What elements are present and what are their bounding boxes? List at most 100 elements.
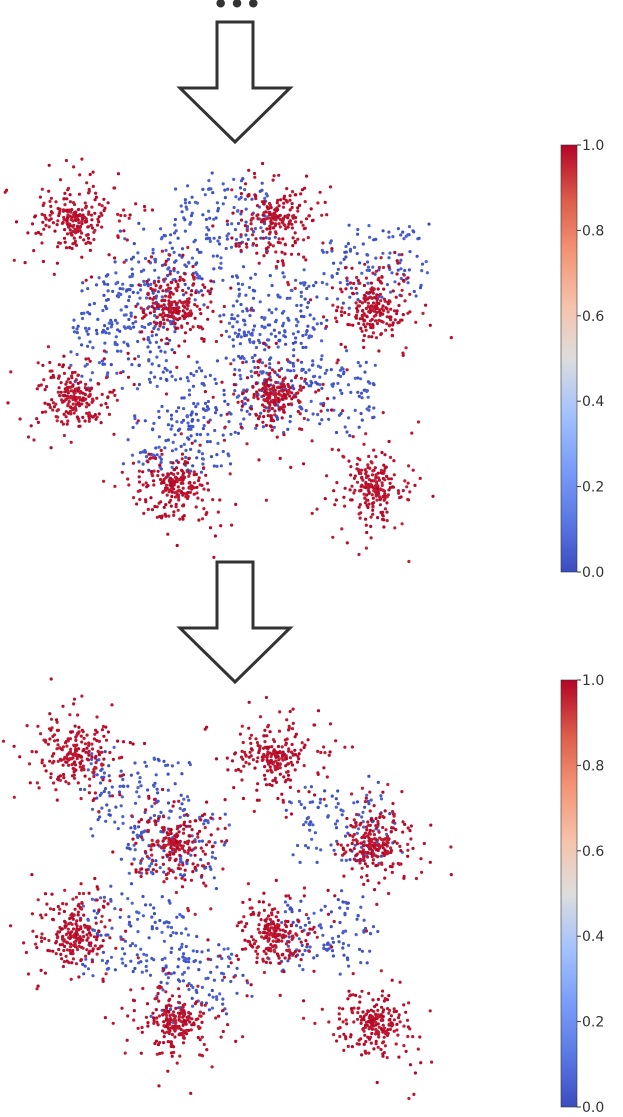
scatter-point-high — [371, 508, 375, 512]
scatter-point-low — [246, 237, 250, 241]
scatter-point-high — [365, 864, 369, 868]
scatter-point-low — [121, 287, 125, 291]
scatter-point-high — [371, 469, 375, 473]
scatter-point-high — [43, 388, 47, 392]
scatter-point-high — [62, 433, 66, 438]
scatter-point-high — [294, 193, 298, 197]
scatter-point-high — [78, 935, 82, 939]
scatter-point-high — [196, 835, 200, 839]
scatter-point-high — [362, 833, 366, 837]
scatter-point-high — [274, 380, 278, 384]
scatter-point-high — [299, 940, 303, 944]
scatter-point-high — [258, 715, 263, 719]
scatter-point-high — [65, 397, 69, 401]
scatter-point-low — [131, 290, 135, 294]
scatter-point-low — [251, 296, 256, 300]
scatter-point-high — [260, 403, 265, 407]
scatter-point-high — [42, 764, 47, 768]
scatter-point-high — [36, 420, 41, 424]
scatter-point-low — [145, 959, 149, 963]
scatter-point-high — [354, 286, 358, 291]
scatter-point-high — [198, 307, 202, 311]
scatter-point-low — [127, 915, 131, 919]
scatter-point-low — [143, 325, 147, 330]
scatter-point-low — [211, 812, 215, 816]
scatter-point-high — [60, 221, 64, 225]
scatter-point-high — [360, 475, 364, 479]
scatter-point-high — [272, 384, 276, 388]
scatter-point-low — [341, 942, 345, 946]
scatter-point-high — [176, 471, 180, 475]
scatter-point-high — [54, 718, 59, 722]
scatter-point-high — [113, 256, 117, 260]
scatter-point-high — [361, 848, 365, 852]
scatter-point-high — [84, 954, 88, 958]
scatter-point-high — [169, 504, 173, 508]
scatter-point-low — [231, 344, 236, 348]
scatter-point-high — [380, 281, 384, 285]
scatter-point-high — [48, 405, 52, 410]
scatter-point-low — [399, 258, 403, 262]
scatter-point-high — [262, 382, 266, 386]
scatter-point-low — [199, 289, 203, 293]
scatter-point-low — [387, 256, 391, 260]
scatter-point-high — [263, 927, 267, 931]
scatter-point-low — [366, 799, 370, 804]
scatter-point-high — [48, 712, 52, 716]
scatter-point-high — [40, 939, 44, 944]
scatter-point-high — [26, 231, 30, 235]
scatter-point-low — [294, 924, 299, 928]
scatter-point-high — [279, 382, 283, 386]
scatter-point-low — [358, 364, 362, 368]
scatter-point-high — [270, 783, 274, 788]
scatter-point-high — [97, 220, 101, 224]
scatter-point-high — [36, 898, 40, 902]
scatter-point-high — [261, 229, 265, 233]
scatter-point-high — [71, 927, 76, 931]
scatter-point-high — [252, 912, 256, 916]
scatter-point-low — [291, 341, 295, 345]
scatter-point-high — [251, 216, 255, 220]
scatter-point-low — [318, 375, 322, 379]
scatter-point-low — [220, 956, 224, 961]
scatter-point-low — [155, 453, 159, 457]
scatter-point-low — [106, 282, 110, 287]
scatter-point-low — [202, 822, 206, 826]
scatter-point-high — [162, 278, 166, 282]
scatter-point-low — [369, 798, 373, 802]
scatter-point-low — [311, 363, 315, 367]
scatter-point-high — [88, 941, 92, 946]
scatter-point-low — [97, 276, 101, 280]
scatter-point-high — [366, 879, 370, 883]
scatter-point-high — [63, 390, 67, 394]
scatter-point-low — [274, 318, 278, 322]
scatter-point-low — [163, 446, 167, 450]
scatter-point-high — [121, 937, 125, 942]
scatter-point-low — [388, 251, 392, 255]
scatter-point-high — [348, 488, 352, 492]
scatter-point-high — [343, 745, 347, 749]
scatter-point-low — [144, 296, 149, 300]
scatter-point-high — [308, 927, 312, 931]
scatter-point-low — [103, 324, 107, 328]
scatter-point-high — [294, 732, 298, 736]
scatter-point-high — [411, 846, 415, 851]
scatter-point-high — [55, 728, 60, 733]
scatter-point-low — [208, 440, 212, 444]
scatter-point-high — [269, 425, 274, 429]
scatter-point-high — [189, 309, 193, 313]
scatter-point-high — [276, 918, 280, 923]
scatter-point-high — [67, 377, 71, 381]
scatter-point-high — [30, 222, 35, 226]
scatter-point-high — [177, 344, 181, 348]
scatter-point-high — [192, 492, 196, 496]
scatter-point-low — [114, 335, 118, 339]
scatter-point-high — [136, 956, 140, 960]
scatter-point-low — [188, 763, 192, 767]
scatter-point-high — [206, 488, 210, 492]
scatter-point-low — [338, 281, 342, 285]
scatter-point-low — [265, 194, 269, 198]
scatter-point-low — [195, 432, 199, 436]
scatter-point-low — [360, 271, 364, 275]
scatter-point-low — [304, 844, 308, 848]
